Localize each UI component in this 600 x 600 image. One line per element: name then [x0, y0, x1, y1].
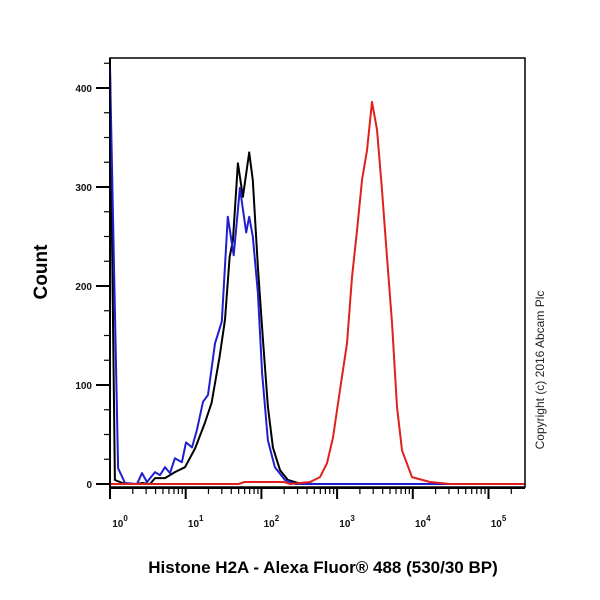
x-tick-base: 10 — [415, 519, 427, 530]
y-tick-label: 200 — [75, 282, 92, 293]
x-tick-label: 100 — [112, 514, 128, 530]
y-tick-label: 400 — [75, 84, 92, 95]
y-tick-label: 100 — [75, 381, 92, 392]
series-line-0 — [109, 68, 525, 485]
x-tick-exponent: 5 — [502, 514, 507, 523]
copyright-annotation: Copyright (c) 2016 Abcam Plc — [533, 291, 547, 450]
series-line-1 — [109, 68, 525, 485]
x-tick-base: 10 — [188, 519, 200, 530]
x-tick-exponent: 4 — [426, 514, 431, 523]
x-tick-label: 104 — [415, 514, 431, 530]
y-axis-title: Count — [31, 244, 52, 300]
x-tick-label: 102 — [264, 514, 280, 530]
series-line-2 — [110, 100, 525, 485]
x-tick-base: 10 — [491, 519, 503, 530]
x-tick-exponent: 2 — [275, 514, 280, 523]
series-group — [109, 68, 525, 485]
x-tick-base: 10 — [264, 519, 276, 530]
x-tick-label: 103 — [339, 514, 355, 530]
y-tick-label: 300 — [75, 183, 92, 194]
x-tick-base: 10 — [112, 519, 124, 530]
x-tick-label: 101 — [188, 514, 204, 530]
x-tick-exponent: 3 — [350, 514, 355, 523]
plot-frame — [109, 57, 526, 488]
x-axis-title: Histone H2A - Alexa Fluor® 488 (530/30 B… — [148, 558, 498, 577]
x-tick-exponent: 1 — [199, 514, 204, 523]
x-tick-exponent: 0 — [123, 514, 128, 523]
x-tick-label: 105 — [491, 514, 507, 530]
x-tick-base: 10 — [339, 519, 351, 530]
y-tick-label: 0 — [86, 480, 92, 491]
